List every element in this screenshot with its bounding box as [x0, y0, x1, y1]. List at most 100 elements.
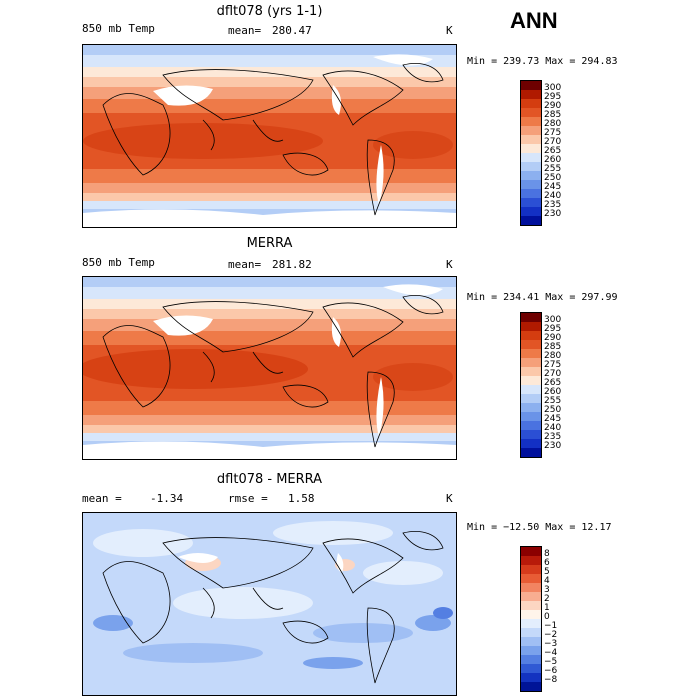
colorbar-swatch	[521, 655, 541, 664]
colorbar-swatch	[521, 637, 541, 646]
season-label: ANN	[510, 8, 558, 33]
colorbar-swatch	[521, 108, 541, 117]
panel-1-minmax: Min = 239.73 Max = 294.83	[467, 56, 618, 67]
colorbar-tick-label: 270	[544, 369, 562, 379]
colorbar-swatch	[521, 153, 541, 162]
colorbar-swatch	[521, 448, 541, 457]
colorbar-tick-label: −4	[544, 648, 558, 658]
colorbar-tick-label: 255	[544, 164, 562, 174]
colorbar-tick-label: 285	[544, 110, 562, 120]
panel-1-title: dflt078 (yrs 1-1)	[216, 4, 323, 19]
colorbar-swatch	[521, 394, 541, 403]
panel-3-map	[82, 512, 457, 696]
colorbar-tick-label: −1	[544, 621, 558, 631]
colorbar-tick-label: −2	[544, 630, 558, 640]
panel-2-mean-label: mean=	[228, 258, 262, 271]
colorbar-tick-label: 280	[544, 351, 562, 361]
colorbar-tick-label: −3	[544, 639, 558, 649]
colorbar-tick-label: 4	[544, 576, 550, 586]
colorbar-swatch	[521, 610, 541, 619]
colorbar-tick-label: 295	[544, 324, 562, 334]
colorbar-tick-label: 2	[544, 594, 550, 604]
panel-2-units: K	[446, 258, 453, 271]
colorbar-tick-label: 230	[544, 441, 562, 451]
colorbar-tick-label: 0	[544, 612, 550, 622]
colorbar-tick-label: 290	[544, 101, 562, 111]
colorbar-swatch	[521, 349, 541, 358]
colorbar-swatch	[521, 81, 541, 90]
colorbar-tick-label: 250	[544, 405, 562, 415]
panel-1-mean-value: 280.47	[272, 24, 312, 37]
colorbar-tick-label: 275	[544, 128, 562, 138]
colorbar-swatch	[521, 99, 541, 108]
colorbar-swatch	[521, 673, 541, 682]
colorbar-swatch	[521, 412, 541, 421]
panel-2-map	[82, 276, 457, 460]
panel-2-minmax: Min = 234.41 Max = 297.99	[467, 292, 618, 303]
colorbar-tick-label: 5	[544, 567, 550, 577]
colorbar-swatch	[521, 117, 541, 126]
panel-1-map-svg	[83, 45, 456, 227]
colorbar-tick-label: 280	[544, 119, 562, 129]
colorbar-swatch	[521, 583, 541, 592]
colorbar-swatch	[521, 619, 541, 628]
colorbar-swatch	[521, 664, 541, 673]
colorbar-swatch	[521, 207, 541, 216]
colorbar-swatch	[521, 313, 541, 322]
colorbar-tick-label: 265	[544, 378, 562, 388]
colorbar-tick-label: 1	[544, 603, 550, 613]
colorbar-tick-label: 235	[544, 200, 562, 210]
panel-1-units: K	[446, 24, 453, 37]
panel-1-map	[82, 44, 457, 228]
colorbar-swatch	[521, 646, 541, 655]
colorbar-swatch	[521, 171, 541, 180]
panel-3-rmse-label: rmse =	[228, 492, 268, 505]
panel-2-map-svg	[83, 277, 456, 459]
colorbar-tick-label: 255	[544, 396, 562, 406]
colorbar-swatch	[521, 367, 541, 376]
panel-2-field-label: 850 mb Temp	[82, 256, 155, 269]
panel-3-title: dflt078 - MERRA	[216, 472, 323, 487]
colorbar-swatch	[521, 439, 541, 448]
colorbar-tick-label: −8	[544, 675, 558, 685]
colorbar-tick-label: 245	[544, 182, 562, 192]
colorbar-swatch	[521, 144, 541, 153]
colorbar-tick-label: 240	[544, 191, 562, 201]
colorbar-swatch	[521, 135, 541, 144]
colorbar-tick-label: 285	[544, 342, 562, 352]
colorbar-tick-label: 260	[544, 387, 562, 397]
colorbar-swatch	[521, 180, 541, 189]
panel-1-colorbar	[520, 80, 542, 226]
colorbar-swatch	[521, 189, 541, 198]
colorbar-tick-label: 265	[544, 146, 562, 156]
colorbar-swatch	[521, 556, 541, 565]
colorbar-swatch	[521, 682, 541, 691]
colorbar-tick-label: 235	[544, 432, 562, 442]
colorbar-tick-label: 230	[544, 209, 562, 219]
colorbar-swatch	[521, 601, 541, 610]
colorbar-swatch	[521, 547, 541, 556]
colorbar-tick-label: −5	[544, 657, 558, 667]
colorbar-swatch	[521, 90, 541, 99]
colorbar-tick-label: 300	[544, 83, 562, 93]
colorbar-tick-label: 295	[544, 92, 562, 102]
colorbar-swatch	[521, 403, 541, 412]
panel-2-title: MERRA	[246, 236, 293, 251]
colorbar-swatch	[521, 340, 541, 349]
panel-2-colorbar	[520, 312, 542, 458]
colorbar-tick-label: 245	[544, 414, 562, 424]
panel-2-mean-value: 281.82	[272, 258, 312, 271]
panel-1-mean-label: mean=	[228, 24, 262, 37]
colorbar-swatch	[521, 126, 541, 135]
colorbar-tick-label: 6	[544, 558, 550, 568]
colorbar-swatch	[521, 376, 541, 385]
panel-3-map-svg	[83, 513, 456, 695]
colorbar-swatch	[521, 331, 541, 340]
colorbar-swatch	[521, 162, 541, 171]
panel-3-mean-value: -1.34	[150, 492, 184, 505]
panel-3-mean-label: mean =	[82, 492, 122, 505]
panel-1-field-label: 850 mb Temp	[82, 22, 155, 35]
colorbar-swatch	[521, 322, 541, 331]
colorbar-tick-label: 290	[544, 333, 562, 343]
colorbar-swatch	[521, 565, 541, 574]
